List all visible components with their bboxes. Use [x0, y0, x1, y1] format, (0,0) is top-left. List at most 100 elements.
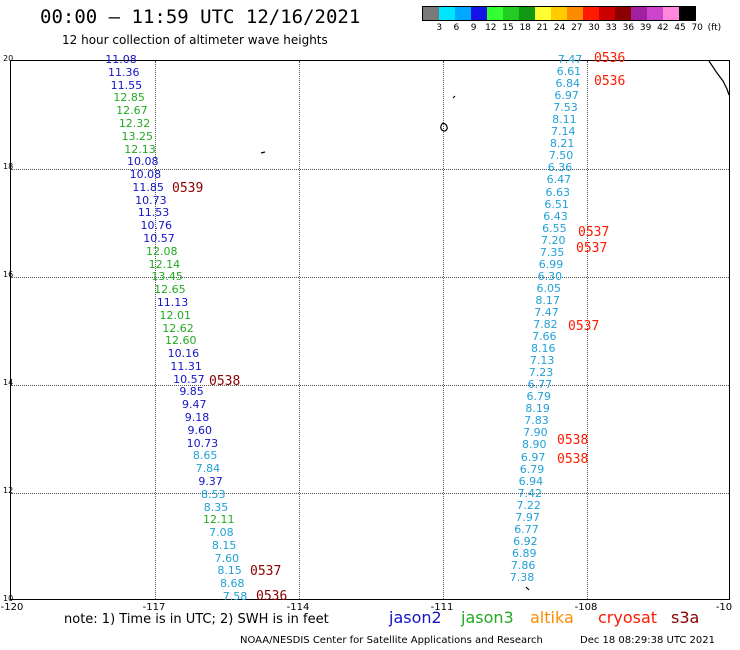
legend-swatch: [567, 7, 583, 20]
wave-height-label: 8.21: [549, 137, 575, 151]
wave-height-label: 12.67: [116, 104, 148, 118]
wave-height-label: 7.47: [557, 53, 583, 66]
wave-height-label: 6.92: [513, 534, 538, 548]
wave-height-label: 7.35: [539, 245, 565, 259]
wave-height-label: 7.23: [528, 366, 554, 380]
wave-height-label: 12.01: [159, 308, 192, 322]
wave-height-label: 6.97: [520, 450, 546, 464]
pass-time-label: 0536: [256, 589, 288, 604]
legend-label: 24: [553, 23, 566, 33]
legend-swatch: [599, 7, 615, 20]
legend-swatch: [535, 7, 551, 20]
wave-height-label: 11.31: [170, 359, 202, 373]
coastline-path: [452, 95, 456, 99]
wave-height-label: 6.77: [514, 522, 539, 536]
legend-label: 33: [605, 23, 617, 33]
legend-label: 15: [502, 23, 514, 33]
legend-swatches: [422, 6, 696, 21]
longitude-label: -117: [142, 602, 166, 613]
wave-height-label: 7.90: [523, 426, 548, 440]
wave-height-label: 9.47: [182, 398, 207, 412]
wave-height-label: 8.65: [192, 449, 218, 463]
wave-height-label: 11.36: [107, 65, 140, 79]
legend-swatch: [679, 7, 695, 20]
wave-height-label: 8.53: [201, 487, 226, 501]
wave-height-label: 7.20: [541, 233, 566, 247]
wave-height-label: 6.89: [511, 546, 537, 560]
wave-height-label: 6.79: [519, 462, 545, 476]
grid-line-parallel: [11, 277, 729, 278]
legend-label: 3: [436, 23, 443, 33]
wave-height-label: 6.79: [526, 390, 551, 404]
legend-swatch: [647, 7, 663, 20]
wave-height-label: 8.68: [220, 577, 245, 591]
legend-label: 27: [571, 23, 583, 33]
wave-height-label: 8.35: [203, 500, 229, 514]
wave-height-label: 11.53: [137, 206, 170, 220]
wave-height-label: 6.30: [537, 269, 563, 283]
wave-height-label: 6.63: [545, 185, 570, 199]
color-legend: 3 6 9 12 15 18 21 24 27 30 33 36 39 42 45 70 (ft): [422, 6, 721, 35]
pass-time-label: 0537: [578, 225, 610, 240]
legend-label: 6: [453, 23, 460, 33]
legend-swatch: [423, 7, 439, 20]
wave-height-label: 7.38: [509, 571, 535, 584]
legend-label: 70: [691, 23, 703, 33]
longitude-label: -108: [574, 602, 598, 613]
longitude-label: -120: [0, 602, 24, 613]
wave-height-label: 7.58: [222, 590, 248, 603]
footer-timestamp: Dec 18 08:29:38 UTC 2021: [580, 635, 715, 646]
pass-time-label: 0538: [557, 433, 589, 448]
wave-height-label: 8.16: [530, 342, 556, 356]
pass-time-label: 0538: [209, 374, 241, 389]
wave-height-label: 6.77: [527, 378, 553, 392]
wave-height-label: 10.73: [186, 436, 219, 450]
wave-height-label: 9.37: [198, 474, 223, 488]
wave-height-label: 7.82: [533, 318, 558, 332]
legend-swatch: [503, 7, 519, 20]
legend-label: 42: [657, 23, 669, 33]
latitude-label: 20: [3, 54, 14, 63]
legend-swatch: [583, 7, 599, 20]
wave-height-label: 8.15: [217, 564, 242, 578]
wave-height-label: 7.66: [532, 330, 557, 344]
legend-label: 36: [622, 23, 635, 33]
legend-label: 30: [588, 23, 600, 33]
mission-label-jason3: jason3: [461, 608, 514, 627]
legend-swatch: [551, 7, 567, 20]
coastline-path: [440, 122, 448, 132]
wave-height-label: 7.84: [195, 462, 221, 476]
footer-credit: NOAA/NESDIS Center for Satellite Applica…: [240, 635, 543, 646]
legend-label: 45: [674, 23, 686, 33]
wave-height-label: 7.13: [529, 354, 555, 368]
longitude-label: -111: [430, 602, 454, 613]
longitude-label: -10: [715, 602, 733, 613]
wave-height-label: 6.84: [555, 77, 581, 91]
pass-time-label: 0538: [557, 452, 589, 467]
wave-height-label: 7.08: [209, 526, 234, 540]
wave-height-label: 11.85: [132, 180, 164, 194]
wave-height-label: 12.32: [118, 116, 151, 130]
grid-line-parallel: [11, 169, 729, 170]
legend-label: 18: [519, 23, 531, 33]
wave-height-label: 10.57: [143, 232, 175, 245]
wave-height-label: 10.08: [129, 168, 162, 182]
wave-height-label: 7.83: [524, 414, 549, 428]
pass-time-label: 0537: [250, 564, 282, 579]
wave-height-label: 6.51: [544, 197, 569, 211]
legend-unit: (ft): [707, 23, 722, 33]
latitude-label: 16: [3, 270, 14, 279]
wave-height-label: 7.97: [515, 510, 540, 524]
grid-line-meridian: [155, 61, 156, 599]
wave-height-label: 8.17: [535, 293, 560, 307]
legend-swatch: [519, 7, 535, 20]
latitude-label: 14: [3, 378, 14, 387]
coastline-path: [260, 151, 266, 154]
wave-height-label: 9.18: [184, 411, 210, 424]
wave-height-label: 12.13: [124, 142, 156, 156]
grid-line-parallel: [11, 493, 729, 494]
pass-time-label: 0537: [568, 319, 600, 334]
legend-swatch: [455, 7, 471, 20]
mission-label-cryosat: cryosat: [598, 608, 658, 627]
